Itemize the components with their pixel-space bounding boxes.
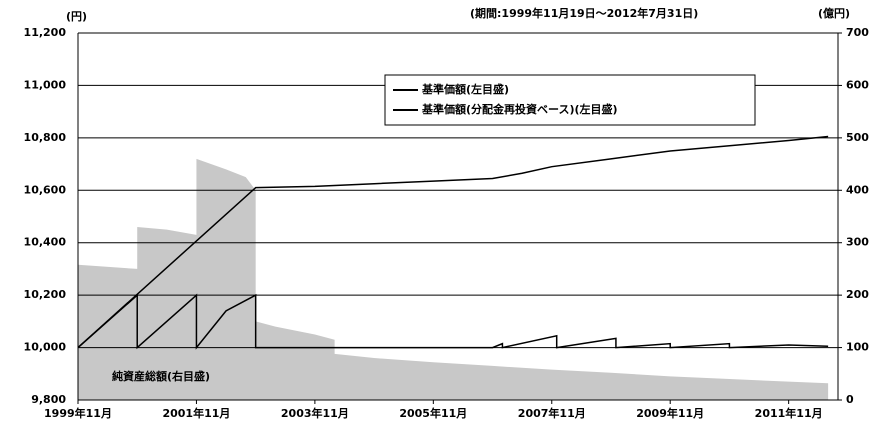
y2-tick-label: 500	[846, 131, 869, 144]
legend-box	[384, 74, 756, 126]
y-tick-label: 11,000	[24, 78, 67, 91]
x-tick-label: 2003年11月	[281, 406, 349, 420]
x-tick-label: 2011年11月	[755, 406, 823, 420]
y2-tick-label: 200	[846, 288, 869, 301]
y-tick-label: 9,800	[31, 393, 66, 406]
net-assets-area	[78, 158, 829, 400]
y2-tick-label: 0	[846, 393, 854, 406]
y-tick-label: 10,600	[24, 183, 67, 196]
x-tick-label: 2005年11月	[399, 406, 467, 420]
x-tick-label: 2007年11月	[518, 406, 586, 420]
x-tick-label: 1999年11月	[44, 406, 112, 420]
x-tick-label: 2001年11月	[162, 406, 230, 420]
y2-tick-label: 700	[846, 26, 869, 39]
y2-tick-label: 300	[846, 236, 869, 249]
y2-tick-label: 100	[846, 341, 869, 354]
y-tick-label: 10,400	[24, 236, 67, 249]
period-note: (期間:1999年11月19日～2012年7月31日)	[470, 6, 698, 20]
y-tick-label: 11,200	[24, 26, 67, 39]
annotation: 純資産総額(右目盛)	[112, 369, 210, 383]
y-tick-label: 10,200	[24, 288, 67, 301]
y-tick-label: 10,000	[24, 341, 67, 354]
y2-tick-label: 600	[846, 78, 869, 91]
legend-label: 基準価額(左目盛)	[421, 82, 509, 96]
legend-label: 基準価額(分配金再投資ベース)(左目盛)	[421, 102, 618, 116]
right-unit: (億円)	[818, 6, 850, 20]
x-tick-label: 2009年11月	[636, 406, 704, 420]
y-tick-label: 10,800	[24, 131, 67, 144]
y2-tick-label: 400	[846, 183, 869, 196]
left-unit: (円)	[66, 10, 87, 23]
nav-line	[77, 293, 829, 350]
nav-line	[77, 135, 829, 349]
